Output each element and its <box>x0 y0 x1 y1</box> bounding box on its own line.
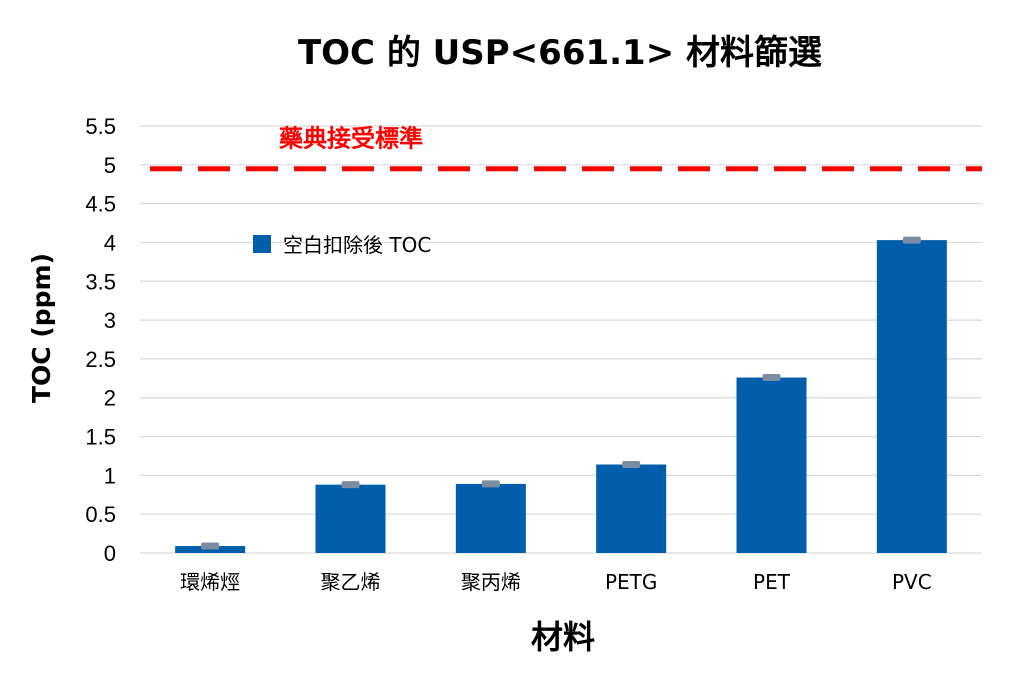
x-category-label: 聚丙烯 <box>461 570 521 594</box>
reference-line-label: 藥典接受標準 <box>278 125 423 153</box>
bar <box>455 483 526 553</box>
x-axis-categories: 環烯烴 聚乙烯 聚丙烯 PETG PET PVC <box>180 570 932 594</box>
y-tick-label: 2 <box>104 386 116 411</box>
error-cap <box>341 481 360 489</box>
x-category-label: PVC <box>892 570 932 594</box>
error-cap <box>902 236 921 244</box>
y-tick-label: 5 <box>104 153 116 178</box>
legend-swatch <box>253 235 271 253</box>
error-cap <box>201 542 220 550</box>
y-tick-label: 4 <box>104 230 116 255</box>
x-category-label: 環烯烴 <box>180 570 240 594</box>
error-caps <box>201 236 921 550</box>
bar <box>315 484 386 553</box>
y-tick-label: 3.5 <box>85 269 116 294</box>
chart-title: TOC 的 USP<661.1> 材料篩選 <box>298 33 822 73</box>
error-cap <box>762 374 781 382</box>
y-tick-label: 0 <box>104 541 116 566</box>
y-tick-label: 3 <box>104 308 116 333</box>
x-category-label: 聚乙烯 <box>321 570 381 594</box>
y-axis-title: TOC (ppm) <box>27 253 56 403</box>
x-axis-title: 材料 <box>531 618 595 656</box>
grid-lines <box>140 125 982 554</box>
legend: 空白扣除後 TOC <box>253 233 431 257</box>
x-category-label: PETG <box>605 570 657 594</box>
legend-label: 空白扣除後 TOC <box>283 233 431 257</box>
y-tick-label: 4.5 <box>85 192 116 217</box>
y-tick-label: 1 <box>104 463 116 488</box>
y-tick-label: 0.5 <box>85 502 116 527</box>
bar <box>736 377 807 553</box>
bars <box>175 240 947 553</box>
y-axis-ticks: 0 0.5 1 1.5 2 2.5 3 3.5 4 4.5 5 5.5 <box>85 114 116 566</box>
bar <box>596 464 667 553</box>
bar <box>876 240 947 553</box>
x-category-label: PET <box>753 570 791 594</box>
error-cap <box>622 460 641 468</box>
y-tick-label: 2.5 <box>85 347 116 372</box>
error-cap <box>481 480 500 488</box>
y-tick-label: 5.5 <box>85 114 116 139</box>
y-tick-label: 1.5 <box>85 425 116 450</box>
